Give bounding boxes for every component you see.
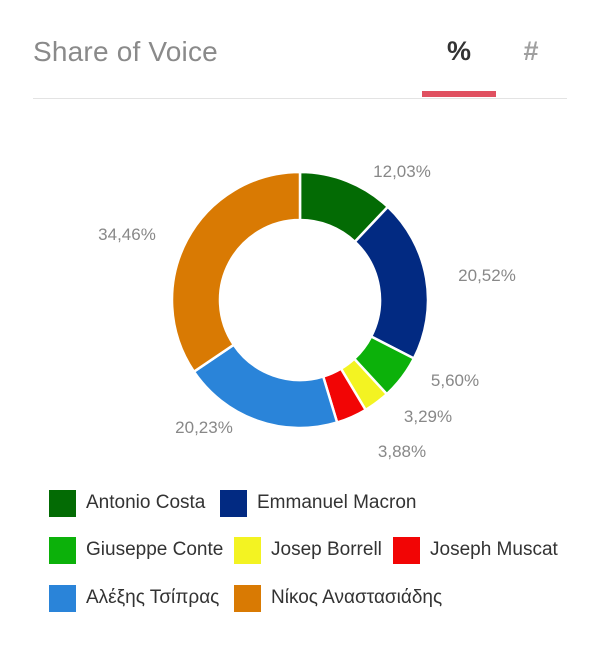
legend-item[interactable]: Αλέξης Τσίπρας (49, 583, 219, 613)
legend-item[interactable]: Joseph Muscat (393, 535, 558, 565)
legend-label: Giuseppe Conte (86, 539, 224, 560)
slice-percentage-label: 34,46% (98, 225, 156, 244)
legend-swatch (49, 536, 76, 564)
legend-label: Joseph Muscat (430, 539, 558, 560)
slice-percentage-label: 12,03% (373, 162, 431, 181)
legend-swatch (234, 584, 261, 612)
slice-percentage-label: 20,23% (175, 418, 233, 437)
legend-swatch (49, 584, 76, 612)
slice-percentage-label: 3,88% (378, 442, 426, 461)
donut-chart: 12,03% 20,52% 5,60% 3,29% 3,88% 20,23% 34,46% (98, 162, 516, 461)
legend-item[interactable]: Giuseppe Conte (49, 535, 223, 565)
legend-swatch (49, 489, 76, 517)
legend-item[interactable]: Νίκος Αναστασιάδης (234, 583, 442, 613)
chart-title: Share of Voice (33, 36, 218, 67)
legend-swatch (220, 489, 247, 517)
donut-slice[interactable] (353, 205, 430, 361)
legend-item[interactable]: Josep Borrell (234, 535, 382, 565)
slice-percentage-label: 5,60% (431, 371, 479, 390)
legend-item[interactable]: Emmanuel Macron (220, 488, 416, 518)
slice-percentage-label: 3,29% (404, 407, 452, 426)
tab-percent[interactable]: % (446, 36, 471, 66)
legend-label: Emmanuel Macron (257, 492, 417, 513)
legend-label: Αλέξης Τσίπρας (86, 587, 220, 608)
tab-count[interactable]: # (523, 36, 539, 66)
legend-label: Antonio Costa (86, 492, 206, 513)
slice-percentage-label: 20,52% (458, 266, 516, 285)
legend-label: Νίκος Αναστασιάδης (271, 587, 443, 608)
active-tab-indicator (422, 91, 496, 97)
legend-swatch (234, 536, 261, 564)
legend-swatch (393, 536, 420, 564)
donut-slice[interactable] (170, 170, 302, 374)
legend-item[interactable]: Antonio Costa (49, 488, 205, 518)
chart-header: Share of Voice % # (33, 0, 567, 99)
legend-label: Josep Borrell (271, 539, 382, 560)
